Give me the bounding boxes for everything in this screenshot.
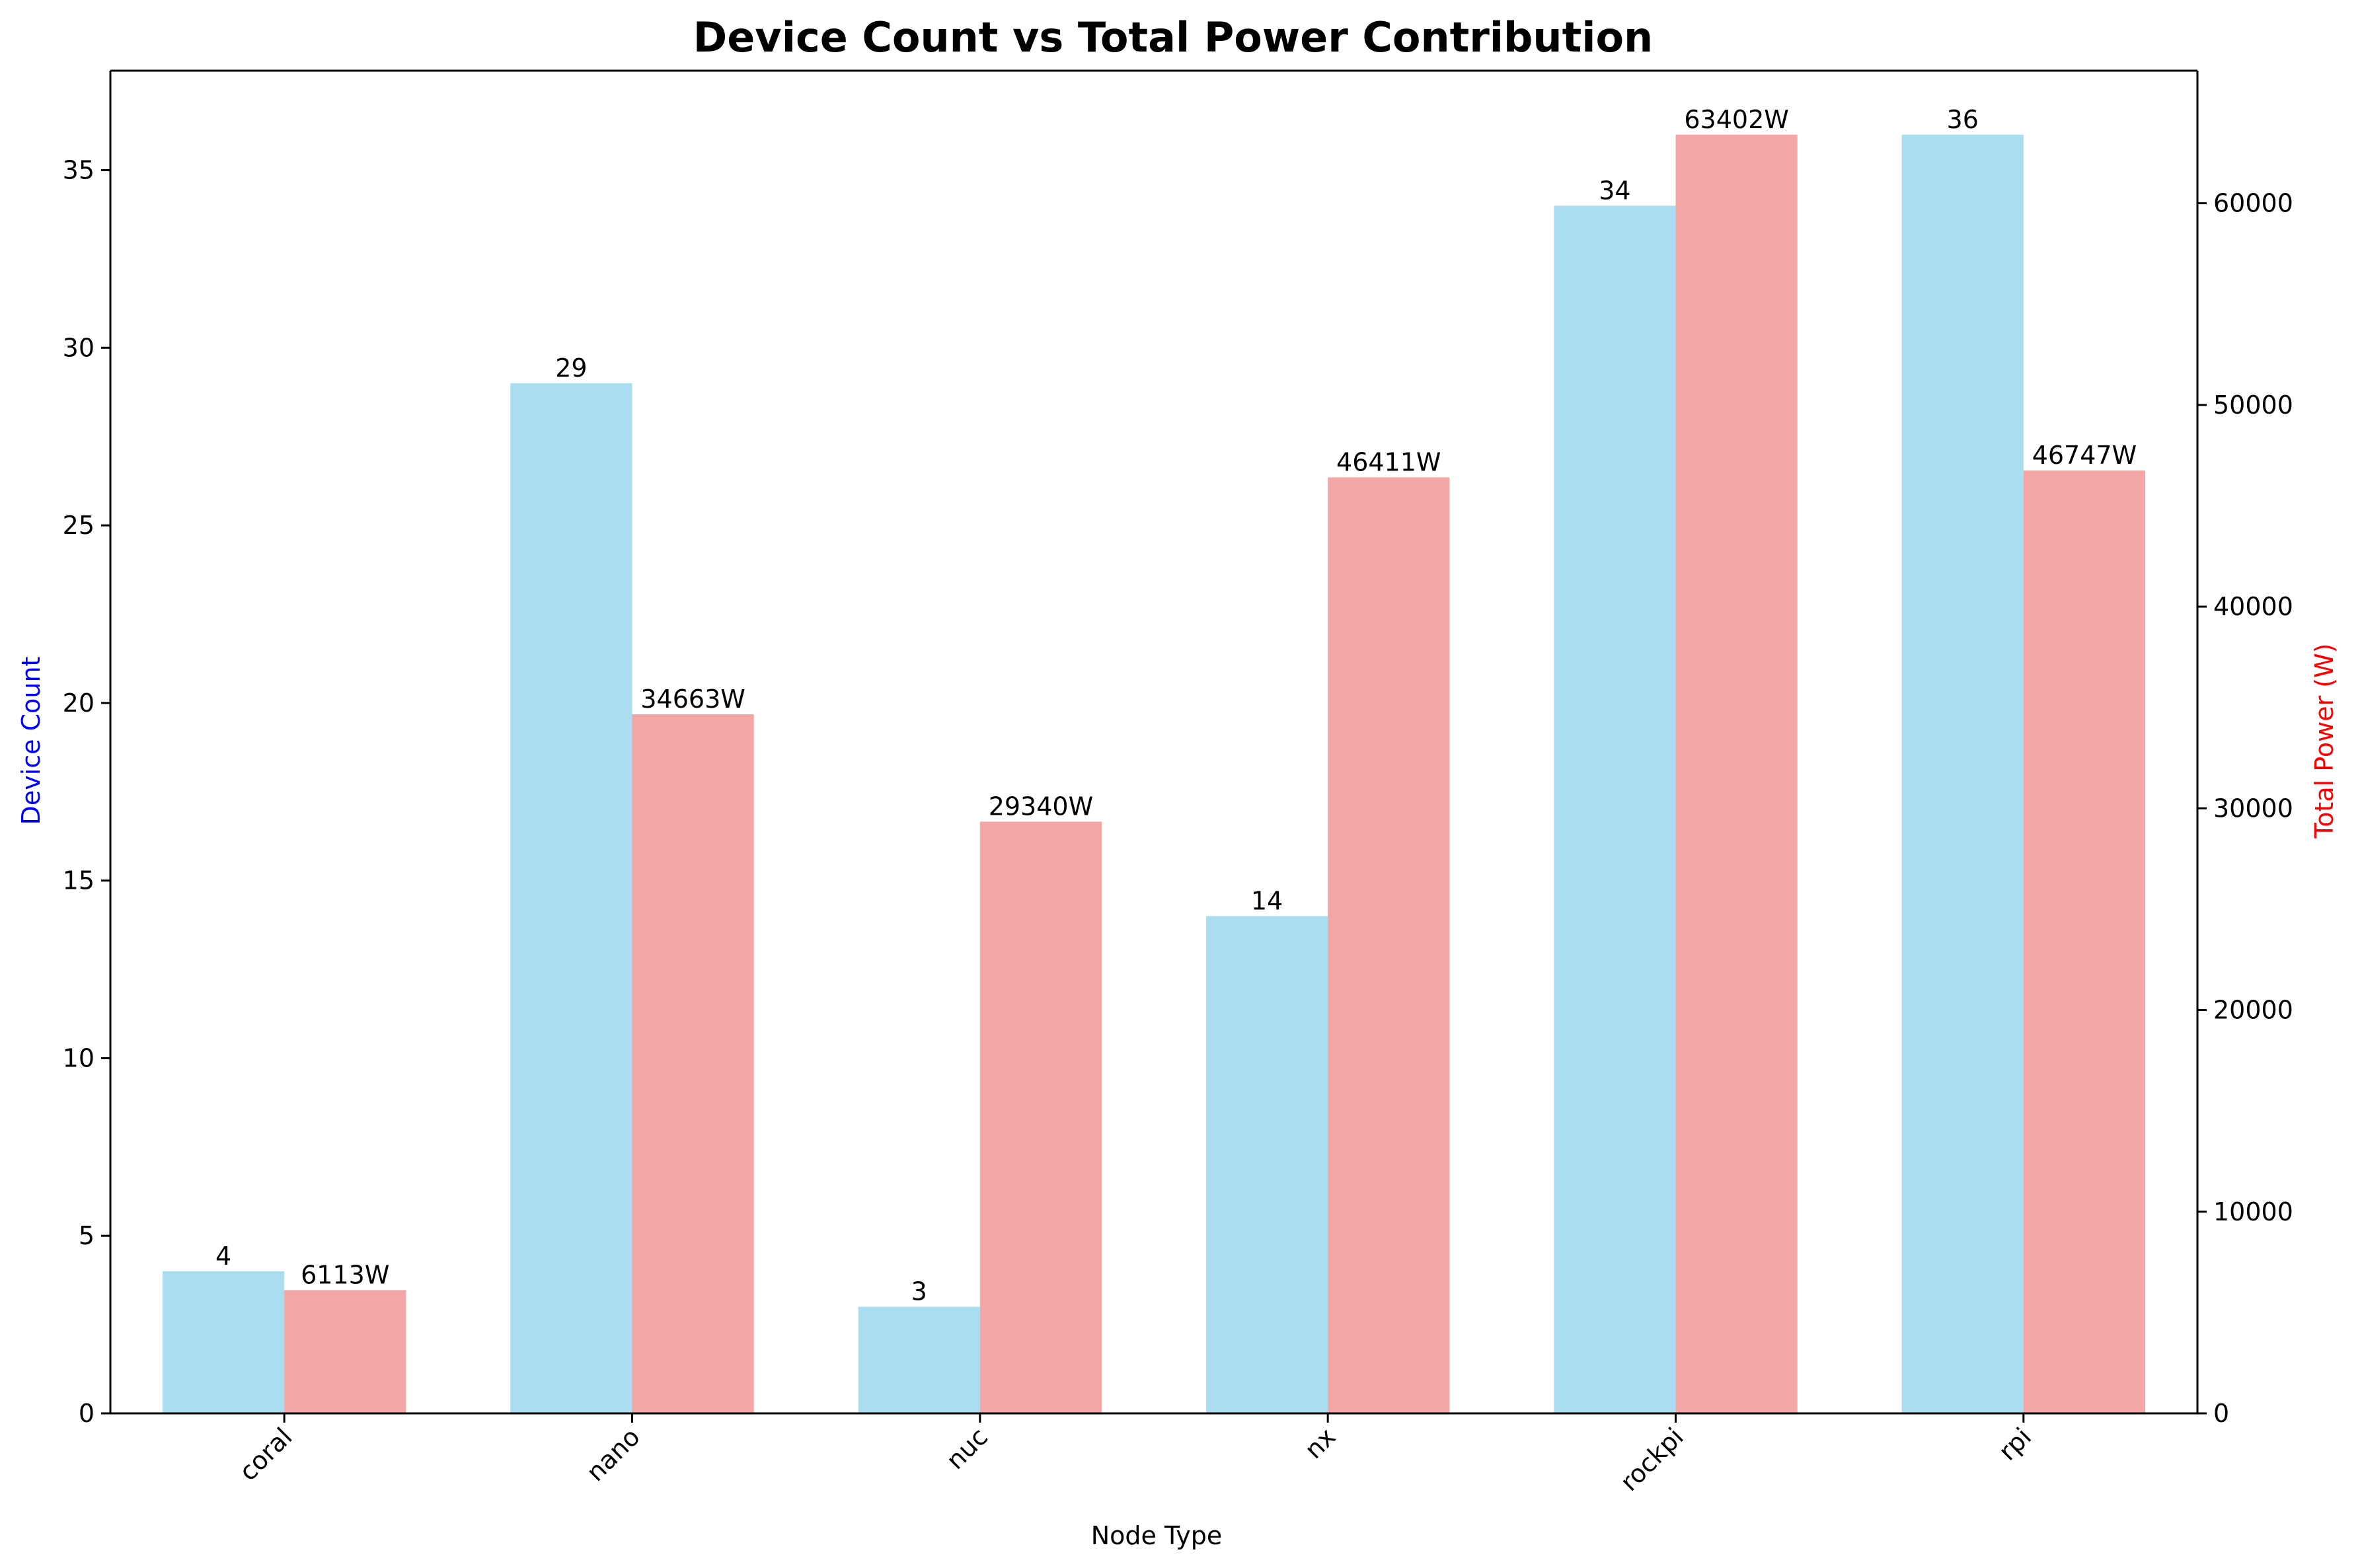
y-left-tick-label: 15 bbox=[63, 866, 95, 895]
y-left-tick-label: 0 bbox=[79, 1399, 95, 1428]
bar-power-rockpi bbox=[1675, 134, 1798, 1413]
y-axis-right-title: Total Power (W) bbox=[2310, 643, 2339, 839]
y-right-tick-label: 60000 bbox=[2213, 189, 2293, 218]
y-left-tick-label: 10 bbox=[63, 1043, 95, 1072]
data-label-power-nano: 34663W bbox=[640, 685, 745, 714]
bar-count-coral bbox=[162, 1271, 285, 1413]
chart-title: Device Count vs Total Power Contribution bbox=[693, 13, 1653, 61]
y-right-tick-label: 0 bbox=[2213, 1399, 2229, 1428]
bar-count-rockpi bbox=[1554, 205, 1676, 1413]
bar-power-nuc bbox=[979, 821, 1102, 1413]
data-label-power-rockpi: 63402W bbox=[1684, 105, 1788, 134]
y-right-tick-label: 40000 bbox=[2213, 592, 2293, 621]
data-label-count-nuc: 3 bbox=[911, 1277, 927, 1306]
bar-count-nx bbox=[1205, 916, 1328, 1413]
y-right-tick-label: 50000 bbox=[2213, 391, 2293, 420]
y-left-tick-label: 20 bbox=[63, 689, 95, 718]
bar-power-rpi bbox=[2023, 470, 2146, 1414]
data-label-count-nx: 14 bbox=[1251, 886, 1283, 915]
y-left-tick-label: 35 bbox=[63, 156, 95, 185]
plot-area: 4 6113W 29 34663W 3 29340W 14 46411W 34 63402W 36 4… bbox=[63, 69, 2293, 1497]
y-left-tick-label: 30 bbox=[63, 333, 95, 362]
y-axis-left-title: Device Count bbox=[17, 657, 46, 825]
data-label-power-nx: 46411W bbox=[1336, 447, 1441, 476]
x-axis-title: Node Type bbox=[1091, 1521, 1223, 1550]
bar-count-nano bbox=[510, 383, 632, 1413]
y-right-tick-label: 20000 bbox=[2213, 996, 2293, 1025]
y-right-tick-label: 10000 bbox=[2213, 1197, 2293, 1226]
bar-count-nuc bbox=[858, 1306, 980, 1413]
bar-count-rpi bbox=[1901, 134, 2024, 1413]
data-label-count-nano: 29 bbox=[555, 354, 587, 383]
data-label-power-coral: 6113W bbox=[301, 1260, 389, 1289]
y-right-tick-label: 30000 bbox=[2213, 794, 2293, 823]
data-label-count-rpi: 36 bbox=[1947, 105, 1979, 134]
data-label-count-coral: 4 bbox=[215, 1242, 231, 1271]
y-left-tick-label: 5 bbox=[79, 1221, 95, 1250]
bar-power-nano bbox=[632, 714, 754, 1413]
data-label-power-nuc: 29340W bbox=[989, 792, 1093, 821]
bar-power-nx bbox=[1328, 477, 1450, 1413]
data-label-power-rpi: 46747W bbox=[2032, 441, 2137, 470]
data-label-count-rockpi: 34 bbox=[1599, 176, 1630, 205]
y-left-tick-label: 25 bbox=[63, 511, 95, 540]
bar-power-coral bbox=[284, 1290, 406, 1413]
